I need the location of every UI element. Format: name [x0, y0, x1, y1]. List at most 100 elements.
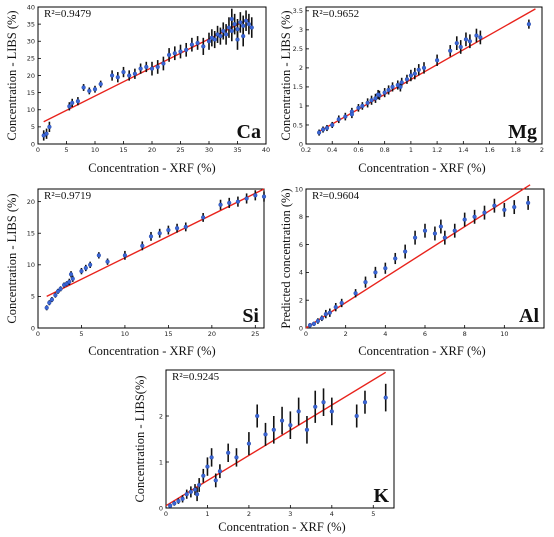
data-point — [241, 34, 246, 39]
y-tick-label: 0 — [159, 504, 163, 512]
data-point — [492, 203, 497, 208]
y-axis-label: Concentration - LIBS (%) — [279, 10, 293, 140]
data-point — [218, 34, 223, 39]
data-point — [195, 40, 200, 46]
data-point — [321, 400, 326, 405]
data-point — [67, 104, 72, 109]
data-point — [448, 48, 453, 53]
data-point — [140, 243, 145, 248]
data-point — [121, 69, 126, 75]
y-tick-label: 20 — [27, 198, 35, 206]
x-tick-label: 0 — [304, 330, 308, 338]
r2-label: R²=0.9719 — [44, 190, 92, 202]
data-point — [184, 47, 189, 52]
x-tick-label: 4 — [383, 330, 387, 338]
x-tick-label: 4 — [330, 510, 334, 518]
y-tick-label: 0 — [31, 140, 35, 148]
data-point — [526, 22, 531, 27]
data-point — [330, 122, 335, 128]
data-point — [155, 64, 160, 70]
data-point — [383, 395, 388, 400]
data-point — [229, 28, 234, 34]
data-point — [349, 112, 354, 117]
data-point — [336, 117, 341, 122]
x-tick-label: 15 — [119, 146, 127, 154]
data-point — [474, 33, 479, 38]
data-point — [313, 404, 318, 409]
data-point — [176, 499, 181, 504]
data-point — [205, 464, 210, 469]
y-tick-label: 0 — [31, 324, 35, 332]
x-tick-label: 35 — [233, 146, 241, 154]
data-point — [386, 87, 391, 93]
data-point — [327, 310, 332, 315]
data-point — [432, 231, 438, 236]
data-point — [271, 427, 276, 432]
r2-label: R²=0.9604 — [312, 190, 360, 202]
data-point — [398, 84, 403, 90]
y-tick-label: 10 — [295, 185, 303, 193]
data-point — [201, 215, 206, 220]
y-tick-label: 1.5 — [293, 83, 303, 91]
data-point — [288, 423, 293, 428]
x-tick-label: 10 — [121, 330, 129, 338]
y-tick-label: 1 — [159, 458, 163, 466]
data-point — [188, 489, 193, 494]
data-point — [311, 321, 317, 326]
data-point — [408, 73, 413, 78]
y-tick-label: 3 — [299, 26, 303, 34]
data-point — [96, 253, 101, 258]
x-axis-label: Concentration - XRF (%) — [358, 161, 485, 175]
fit-line — [165, 371, 387, 507]
x-tick-label: 25 — [251, 330, 259, 338]
x-tick-label: 1.2 — [432, 146, 442, 154]
data-point — [81, 85, 86, 90]
data-point — [88, 262, 93, 267]
data-point — [144, 64, 149, 70]
y-tick-label: 10 — [27, 261, 35, 269]
y-tick-label: 10 — [27, 106, 35, 114]
data-point — [68, 272, 74, 277]
data-point — [304, 427, 310, 432]
data-point — [329, 409, 334, 414]
y-axis-label: Concentration - LIBS (%) — [5, 193, 19, 323]
x-tick-label: 1.4 — [458, 146, 468, 154]
data-point — [234, 455, 239, 460]
data-point — [115, 75, 120, 80]
data-point — [227, 200, 232, 205]
data-point — [403, 249, 408, 254]
data-point — [369, 98, 374, 103]
data-point — [412, 235, 418, 240]
data-point — [98, 81, 103, 87]
data-point — [343, 114, 348, 119]
data-point — [320, 127, 326, 132]
data-point — [253, 193, 258, 198]
data-point — [363, 280, 368, 285]
data-point — [172, 501, 177, 506]
data-point — [307, 323, 313, 328]
data-point — [127, 73, 132, 78]
x-tick-label: 0.8 — [379, 146, 389, 154]
x-tick-label: 1.6 — [484, 146, 494, 154]
data-point — [458, 44, 463, 50]
data-point — [174, 226, 180, 231]
data-point — [192, 487, 198, 492]
data-point — [502, 207, 507, 212]
data-point — [246, 441, 252, 446]
y-tick-label: 15 — [27, 89, 35, 97]
plot-frame — [165, 369, 395, 509]
data-point — [70, 276, 75, 281]
data-point — [235, 199, 241, 204]
data-point — [167, 52, 172, 58]
fit-line — [46, 188, 265, 298]
data-point — [463, 37, 469, 42]
data-point — [168, 503, 173, 508]
y-tick-label: 0 — [299, 140, 303, 148]
y-axis-label: Concentration - LIBS(%) — [133, 375, 147, 502]
x-axis-label: Concentration - XRF (%) — [88, 344, 215, 358]
x-tick-label: 3 — [288, 510, 292, 518]
data-point — [166, 227, 171, 233]
data-point — [221, 28, 226, 34]
data-point — [132, 71, 137, 76]
